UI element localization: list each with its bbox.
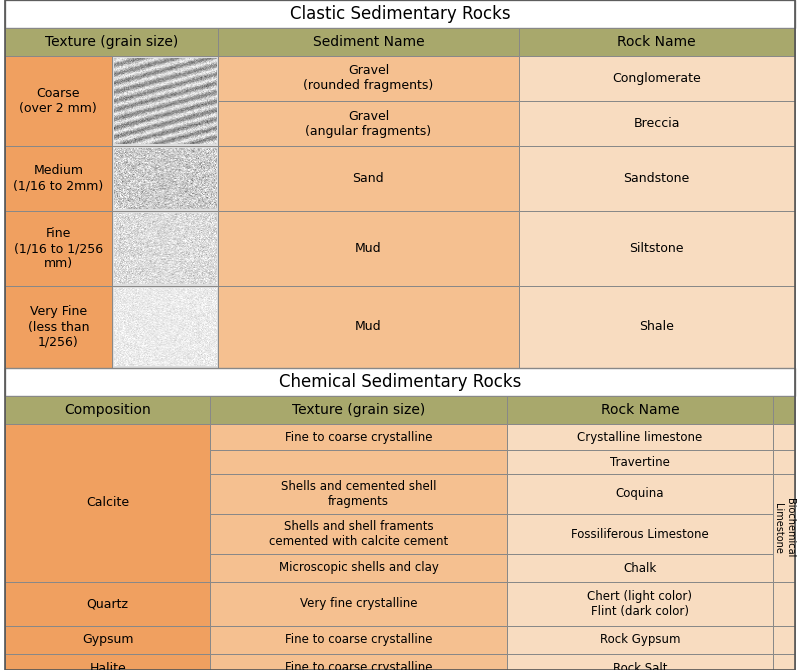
- Text: Composition: Composition: [64, 403, 151, 417]
- Bar: [506, 450, 773, 474]
- Text: Very Fine
(less than
1/256): Very Fine (less than 1/256): [27, 306, 89, 348]
- Text: Calcite: Calcite: [86, 496, 130, 509]
- Bar: [506, 474, 773, 514]
- Bar: [210, 514, 506, 554]
- Text: Fine to coarse crystalline: Fine to coarse crystalline: [285, 634, 432, 647]
- Bar: [210, 626, 506, 654]
- Bar: [112, 211, 218, 286]
- Bar: [218, 28, 518, 56]
- Bar: [210, 450, 506, 474]
- Bar: [210, 474, 506, 514]
- Text: Texture (grain size): Texture (grain size): [292, 403, 425, 417]
- Text: Coquina: Coquina: [615, 488, 664, 500]
- Bar: [218, 286, 518, 368]
- Bar: [5, 396, 210, 424]
- Text: Shells and cemented shell
fragments: Shells and cemented shell fragments: [281, 480, 436, 508]
- Text: Fine to coarse crystalline: Fine to coarse crystalline: [285, 661, 432, 670]
- Bar: [218, 56, 518, 101]
- Bar: [518, 211, 795, 286]
- Bar: [518, 56, 795, 101]
- Bar: [210, 554, 506, 582]
- Text: Rock Name: Rock Name: [618, 35, 696, 49]
- Text: Texture (grain size): Texture (grain size): [45, 35, 178, 49]
- Bar: [506, 514, 773, 554]
- Text: Halite: Halite: [90, 661, 126, 670]
- Bar: [210, 582, 506, 626]
- Text: Siltstone: Siltstone: [630, 242, 684, 255]
- Bar: [518, 146, 795, 211]
- Text: Breccia: Breccia: [634, 117, 680, 130]
- Bar: [506, 582, 773, 626]
- Text: Crystalline limestone: Crystalline limestone: [578, 431, 702, 444]
- Text: Gypsum: Gypsum: [82, 634, 134, 647]
- Text: Clastic Sedimentary Rocks: Clastic Sedimentary Rocks: [290, 5, 510, 23]
- Text: Sediment Name: Sediment Name: [313, 35, 424, 49]
- Bar: [5, 582, 210, 626]
- Bar: [218, 101, 518, 146]
- Bar: [5, 211, 112, 286]
- Text: Quartz: Quartz: [86, 598, 129, 610]
- Text: Chalk: Chalk: [623, 561, 657, 574]
- Bar: [506, 424, 773, 450]
- Bar: [5, 28, 218, 56]
- Bar: [773, 424, 795, 450]
- Text: Rock Name: Rock Name: [601, 403, 679, 417]
- Text: Coarse
(over 2 mm): Coarse (over 2 mm): [19, 87, 98, 115]
- Bar: [773, 474, 795, 582]
- Text: Very fine crystalline: Very fine crystalline: [300, 598, 418, 610]
- Bar: [506, 396, 773, 424]
- Bar: [773, 450, 795, 474]
- Text: Travertine: Travertine: [610, 456, 670, 468]
- Bar: [773, 582, 795, 626]
- Bar: [112, 56, 218, 146]
- Bar: [5, 368, 795, 396]
- Text: Gravel
(angular fragments): Gravel (angular fragments): [306, 109, 431, 137]
- Bar: [518, 286, 795, 368]
- Text: Chemical Sedimentary Rocks: Chemical Sedimentary Rocks: [279, 373, 521, 391]
- Text: Rock Salt: Rock Salt: [613, 661, 667, 670]
- Bar: [218, 146, 518, 211]
- Bar: [210, 424, 506, 450]
- Bar: [210, 396, 506, 424]
- Text: Microscopic shells and clay: Microscopic shells and clay: [278, 561, 438, 574]
- Text: Sand: Sand: [353, 172, 384, 185]
- Bar: [5, 286, 112, 368]
- Bar: [112, 146, 218, 211]
- Text: Mud: Mud: [355, 242, 382, 255]
- Bar: [773, 654, 795, 670]
- Bar: [5, 424, 210, 582]
- Text: Conglomerate: Conglomerate: [612, 72, 701, 85]
- Bar: [112, 286, 218, 368]
- Bar: [5, 146, 112, 211]
- Text: Chert (light color)
Flint (dark color): Chert (light color) Flint (dark color): [587, 590, 692, 618]
- Text: Mud: Mud: [355, 320, 382, 334]
- Text: Shale: Shale: [639, 320, 674, 334]
- Text: Fossiliferous Limestone: Fossiliferous Limestone: [571, 527, 709, 541]
- Bar: [518, 101, 795, 146]
- Text: Biochemical
Limestone: Biochemical Limestone: [773, 498, 794, 557]
- Text: Sandstone: Sandstone: [624, 172, 690, 185]
- Text: Rock Gypsum: Rock Gypsum: [599, 634, 680, 647]
- Bar: [5, 0, 795, 28]
- Bar: [5, 626, 210, 654]
- Bar: [506, 554, 773, 582]
- Text: Fine
(1/16 to 1/256
mm): Fine (1/16 to 1/256 mm): [14, 227, 103, 270]
- Bar: [5, 654, 210, 670]
- Bar: [773, 396, 795, 424]
- Bar: [5, 56, 112, 146]
- Text: Shells and shell framents
cemented with calcite cement: Shells and shell framents cemented with …: [269, 520, 448, 548]
- Bar: [506, 654, 773, 670]
- Bar: [518, 28, 795, 56]
- Bar: [773, 626, 795, 654]
- Text: Gravel
(rounded fragments): Gravel (rounded fragments): [303, 64, 434, 92]
- Bar: [218, 211, 518, 286]
- Text: Fine to coarse crystalline: Fine to coarse crystalline: [285, 431, 432, 444]
- Text: Medium
(1/16 to 2mm): Medium (1/16 to 2mm): [14, 165, 103, 192]
- Bar: [210, 654, 506, 670]
- Bar: [506, 626, 773, 654]
